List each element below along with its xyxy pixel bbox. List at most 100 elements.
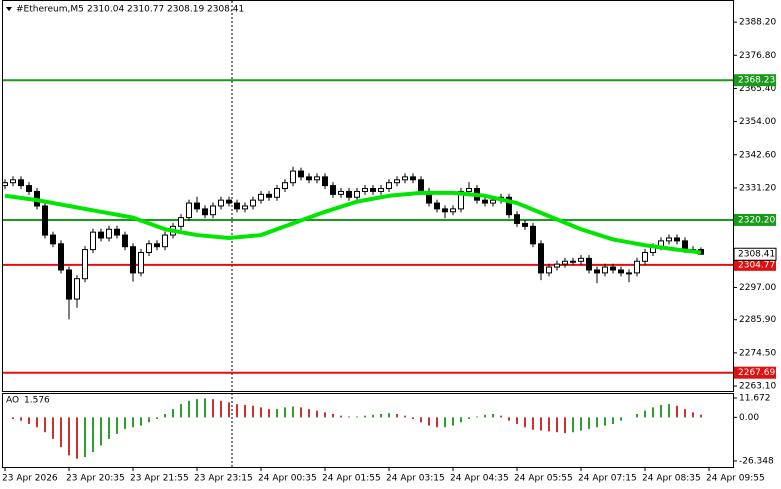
- candle-body: [114, 228, 120, 236]
- candle-body: [554, 263, 560, 268]
- candle-body: [42, 205, 48, 236]
- candle-body: [682, 240, 688, 251]
- candle-body: [466, 188, 472, 192]
- candle-body: [634, 260, 640, 274]
- x-tick-label: 24 Apr 00:35: [258, 474, 317, 484]
- level-label: 2368.23: [738, 76, 775, 86]
- candle-body: [674, 237, 680, 242]
- candle-body: [306, 176, 312, 181]
- level-label: 2320.20: [738, 215, 775, 225]
- candle-body: [146, 243, 152, 254]
- candle-body: [602, 266, 608, 274]
- x-tick-label: 23 Apr 20:35: [66, 474, 125, 484]
- candle-body: [74, 278, 80, 300]
- candle-body: [482, 199, 488, 204]
- menu-arrow[interactable]: [6, 7, 12, 11]
- x-tick-label: 24 Apr 07:15: [578, 474, 637, 484]
- candle-body: [210, 205, 216, 216]
- candle-body: [138, 252, 144, 274]
- candle-body: [194, 202, 200, 210]
- price-label: 2308.41: [738, 250, 775, 260]
- candle-body: [266, 193, 272, 198]
- candle-body: [370, 188, 376, 192]
- ao-value: 1.576: [24, 396, 50, 406]
- header-close: 2308.41: [207, 5, 244, 15]
- candle-body: [570, 260, 576, 263]
- ao-frame: [2, 393, 734, 468]
- candle-body: [314, 176, 320, 181]
- ao-tick-label: -26.348: [739, 456, 774, 466]
- price-label-bg: [733, 247, 777, 261]
- candle-body: [666, 237, 672, 242]
- candle-body: [218, 199, 224, 207]
- candle-body: [530, 225, 536, 245]
- candle-body: [434, 202, 440, 210]
- candle-body: [10, 179, 16, 184]
- candle-body: [298, 170, 304, 178]
- candle-body: [58, 243, 64, 271]
- header-open: 2310.04: [87, 5, 124, 15]
- ao-name: AO: [6, 396, 19, 406]
- y-tick-label: 2285.90: [739, 315, 776, 325]
- x-tick-label: 24 Apr 01:55: [322, 474, 381, 484]
- y-tick-label: 2297.00: [739, 283, 776, 293]
- candle-body: [98, 231, 104, 239]
- x-tick-label: 23 Apr 2026: [2, 474, 58, 484]
- candle-body: [258, 193, 264, 201]
- ao-tick-label: 0.00: [739, 413, 759, 423]
- candle-body: [626, 272, 632, 275]
- y-tick-label: 2331.20: [739, 183, 776, 193]
- y-tick-label: 2274.50: [739, 348, 776, 358]
- candle-body: [162, 234, 168, 248]
- candle-body: [282, 182, 288, 190]
- ao-tick-label: 11.672: [739, 394, 771, 404]
- x-tick-label: 24 Apr 08:35: [642, 474, 701, 484]
- y-tick-label: 2388.20: [739, 18, 776, 28]
- candle-body: [410, 176, 416, 181]
- candle-body: [202, 208, 208, 216]
- candle-body: [586, 257, 592, 271]
- candle-body: [610, 266, 616, 271]
- candle-body: [90, 231, 96, 251]
- candle-body: [50, 234, 56, 245]
- y-tick-label: 2263.10: [739, 382, 776, 392]
- candle-body: [490, 199, 496, 204]
- candle-body: [2, 182, 8, 187]
- moving-average: [4, 190, 702, 255]
- candle-body: [354, 190, 360, 198]
- candle-body: [242, 205, 248, 210]
- level-label-bg: [734, 366, 776, 379]
- x-tick-label: 24 Apr 09:55: [706, 474, 765, 484]
- y-tick-label: 2354.00: [739, 117, 776, 127]
- candle-body: [154, 243, 160, 248]
- x-tick-label: 23 Apr 23:15: [194, 474, 253, 484]
- candle-body: [642, 252, 648, 262]
- candle-body: [362, 188, 368, 192]
- header-low: 2308.19: [167, 5, 204, 15]
- candle-body: [514, 214, 520, 224]
- candle-body: [522, 222, 528, 227]
- candle-body: [394, 179, 400, 184]
- candle-body: [402, 176, 408, 181]
- candle-body: [386, 182, 392, 190]
- x-tick-label: 24 Apr 04:35: [450, 474, 509, 484]
- y-tick-label: 2342.60: [739, 150, 776, 160]
- candle-body: [178, 217, 184, 227]
- candle-body: [458, 190, 464, 210]
- candle-body: [378, 188, 384, 192]
- y-tick-label: 2376.80: [739, 51, 776, 61]
- candle-body: [578, 257, 584, 262]
- candle-body: [562, 260, 568, 265]
- header-high: 2310.77: [127, 5, 164, 15]
- candle-body: [594, 269, 600, 274]
- candle-body: [130, 246, 136, 274]
- candle-body: [226, 199, 232, 204]
- candle-body: [106, 228, 112, 239]
- level-label-bg: [734, 213, 776, 226]
- candle-body: [330, 185, 336, 195]
- candle-body: [322, 176, 328, 187]
- candle-body: [506, 196, 512, 216]
- candle-body: [442, 208, 448, 213]
